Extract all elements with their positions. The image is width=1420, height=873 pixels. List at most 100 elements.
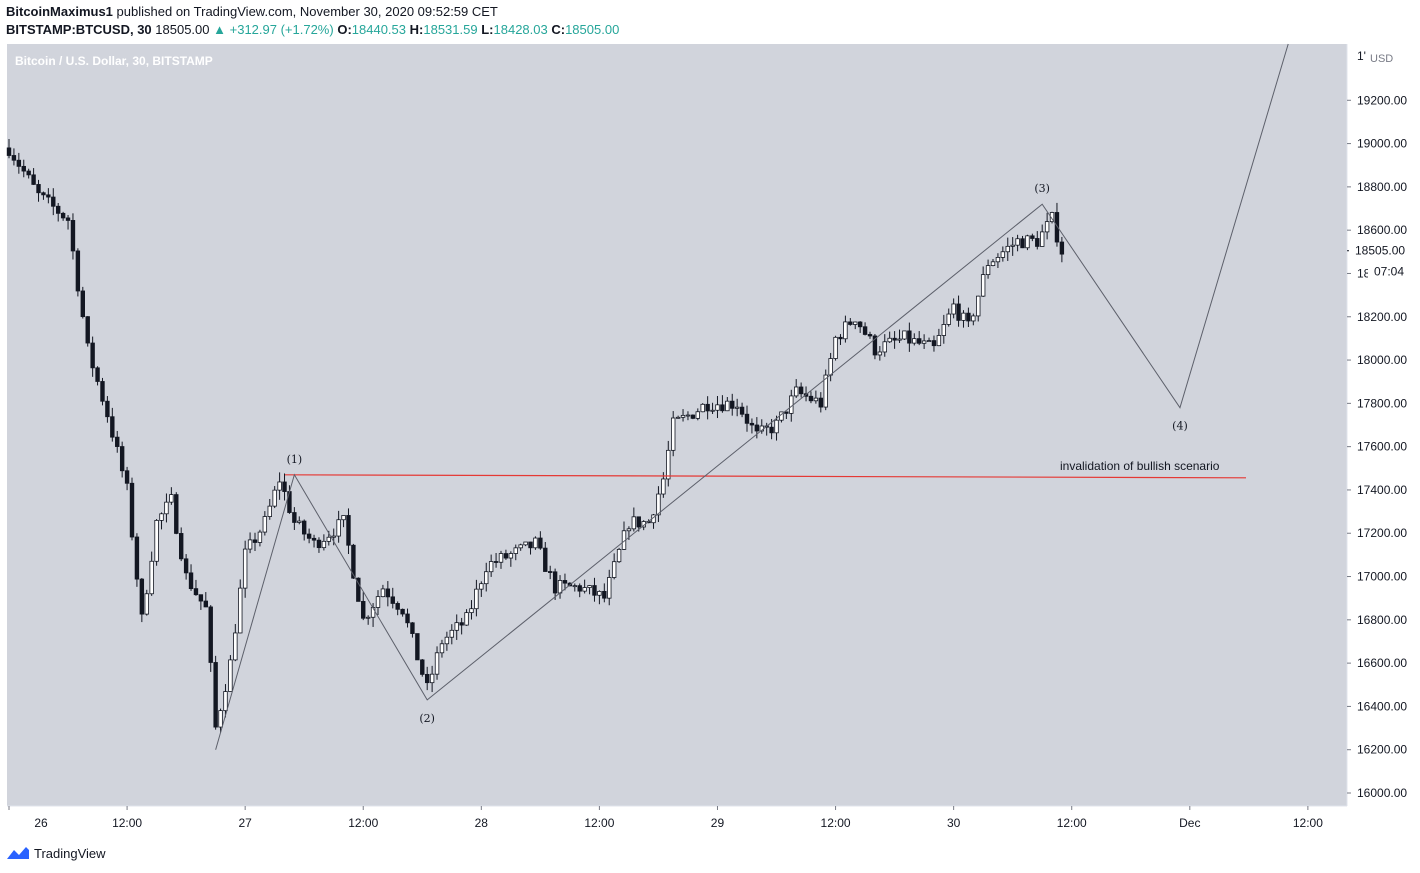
candle-body	[857, 321, 863, 328]
y-axis-top-label: 1'	[1357, 49, 1366, 63]
candle-body	[774, 419, 779, 434]
candle-body	[867, 334, 873, 337]
candle-body	[144, 593, 149, 615]
candle-body	[1054, 212, 1060, 243]
candle-body	[853, 321, 858, 325]
x-tick-label: 12:00	[112, 816, 142, 830]
candle-body	[572, 585, 577, 588]
candle-body	[725, 400, 730, 412]
candle-body	[607, 577, 612, 599]
author-name[interactable]: BitcoinMaximus1	[6, 4, 113, 19]
candle-body	[518, 544, 523, 549]
candle-body	[503, 553, 509, 559]
candle-body	[990, 261, 996, 266]
candle-body	[661, 478, 666, 495]
candle-body	[798, 386, 804, 395]
y-tick-label: 18000.00	[1357, 353, 1407, 367]
candle-body	[1020, 238, 1025, 249]
candle-body	[272, 489, 277, 507]
close-value: 18505.00	[565, 22, 620, 37]
candle-body	[720, 404, 725, 412]
candle-body	[848, 321, 853, 325]
candle-body	[174, 494, 179, 534]
x-tick-label: 27	[238, 816, 252, 830]
candle-body	[872, 335, 878, 356]
candle-body	[306, 533, 312, 539]
candle-body	[917, 338, 922, 344]
candle-body	[700, 403, 705, 413]
candle-body	[843, 321, 848, 340]
current-price-tag	[1349, 241, 1411, 260]
candle-body	[41, 192, 46, 196]
elliott-wave-path[interactable]	[215, 43, 1289, 750]
candle-body	[715, 404, 720, 411]
candle-body	[424, 673, 430, 684]
candle-body	[464, 612, 469, 626]
open-value: 18440.53	[351, 22, 407, 37]
publish-info: published on TradingView.com, November 3…	[116, 4, 498, 19]
x-tick-label: 29	[711, 816, 725, 830]
candle-body	[100, 381, 105, 402]
candle-body	[218, 710, 223, 728]
y-tick-label: 19200.00	[1357, 93, 1407, 107]
candle-body	[198, 594, 204, 602]
wave-label: (3)	[1034, 182, 1050, 195]
candle-body	[680, 414, 686, 418]
candle-body	[282, 481, 287, 492]
x-tick-label: 28	[475, 816, 489, 830]
candle-body	[139, 578, 145, 615]
candle-body	[882, 341, 887, 353]
candle-body	[794, 386, 799, 397]
candle-body	[602, 591, 607, 599]
candle-body	[188, 572, 194, 590]
candle-body	[257, 531, 263, 543]
candle-body	[828, 358, 833, 376]
candle-body	[247, 539, 253, 550]
publish-line: BitcoinMaximus1 published on TradingView…	[6, 4, 498, 19]
candle-body	[356, 577, 361, 602]
candle-body	[90, 342, 95, 369]
candle-body	[277, 481, 282, 491]
candle-body	[769, 426, 774, 434]
candle-body	[636, 516, 641, 528]
low-key: L:	[481, 22, 494, 37]
y-tick-label: 19000.00	[1357, 137, 1407, 151]
candle-body	[351, 544, 356, 579]
candle-body	[385, 588, 391, 598]
candle-body	[892, 337, 897, 341]
candle-body	[838, 336, 843, 340]
candle-body	[1005, 245, 1010, 253]
candle-body	[292, 512, 297, 523]
candle-body	[60, 212, 66, 219]
candle-body	[921, 340, 927, 344]
candle-body	[16, 159, 22, 167]
low-value: 18428.03	[493, 22, 548, 37]
last-price: 18505.00	[155, 22, 210, 37]
candle-body	[946, 313, 951, 325]
invalidation-line[interactable]	[284, 474, 1247, 479]
open-key: O:	[337, 22, 352, 37]
candle-body	[129, 482, 135, 538]
candle-body	[744, 413, 750, 424]
tradingview-brand[interactable]: TradingView	[6, 845, 106, 861]
candle-body	[877, 351, 883, 356]
candle-body	[223, 691, 228, 712]
candle-body	[26, 170, 31, 176]
y-tick-label: 18200.00	[1357, 310, 1407, 324]
candle-body	[321, 540, 327, 549]
candle-body	[1035, 238, 1040, 247]
candle-body	[154, 520, 159, 562]
y-tick-label: 17800.00	[1357, 396, 1407, 410]
candle-body	[1010, 244, 1015, 247]
candle-body	[897, 338, 902, 341]
candle-body	[951, 303, 956, 315]
candle-body	[400, 608, 405, 615]
candle-body	[1059, 241, 1065, 255]
candle-body	[238, 587, 243, 634]
candle-body	[105, 400, 110, 418]
candle-body	[833, 336, 838, 359]
plot-area[interactable]	[7, 44, 1347, 806]
candle-body	[420, 659, 425, 675]
countdown-tag	[1368, 262, 1410, 280]
